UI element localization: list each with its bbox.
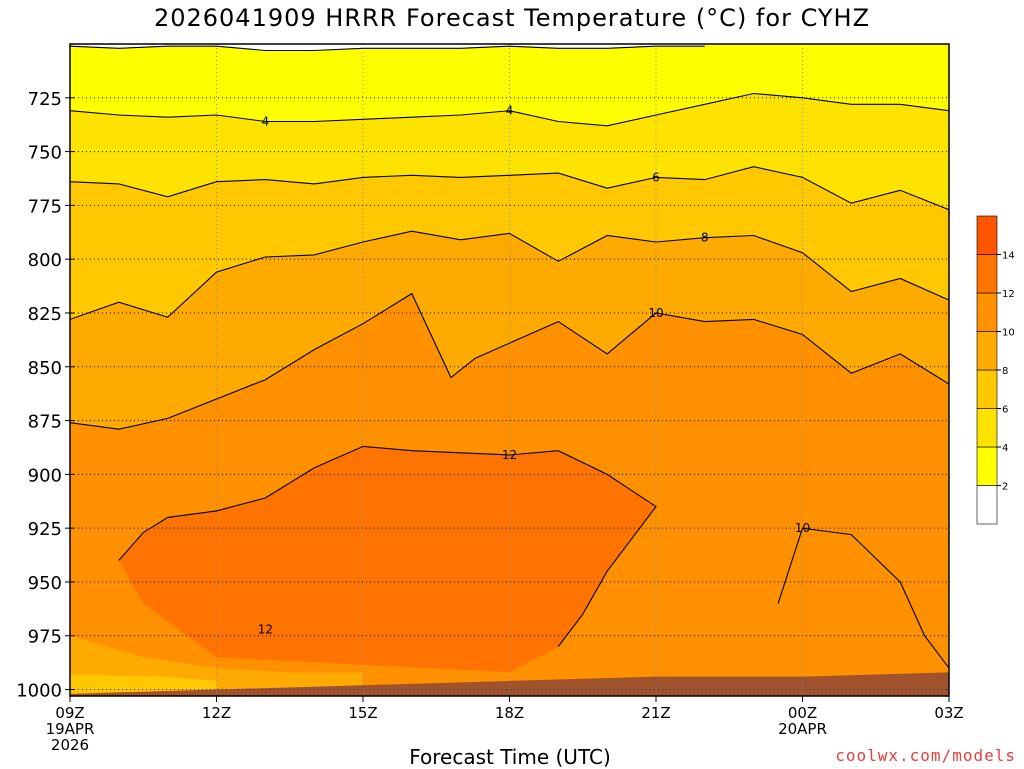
- x-tick-sublabel: 2026: [51, 736, 89, 754]
- contour-label: 8: [701, 231, 709, 245]
- contour-label: 10: [795, 521, 810, 535]
- y-tick-label: 900: [28, 465, 62, 486]
- y-tick-label: 1000: [16, 681, 62, 702]
- y-tick-label: 975: [28, 627, 62, 648]
- contour-line-10: [70, 292, 949, 430]
- x-tick-label: 21Z: [641, 704, 670, 722]
- contour-label: 4: [262, 114, 270, 128]
- colorbar-tick-label: 12: [1002, 289, 1015, 300]
- x-tick-label: 12Z: [202, 704, 231, 722]
- contour-line-6: [70, 166, 949, 211]
- y-tick-label: 850: [28, 358, 62, 379]
- contour-label: 12: [502, 448, 517, 462]
- x-tick-label: 03Z: [934, 704, 963, 722]
- contour-label: 12: [258, 622, 273, 636]
- x-axis-label: Forecast Time (UTC): [409, 745, 611, 769]
- colorbar-segment: [976, 408, 998, 448]
- colorbar-segment: [976, 485, 998, 525]
- y-tick-label: 775: [28, 196, 62, 217]
- y-tick-label: 725: [28, 89, 62, 110]
- colorbar-tick-label: 6: [1002, 405, 1008, 416]
- colorbar-tick-label: 2: [1002, 482, 1008, 493]
- contour-label: 4: [506, 104, 514, 118]
- y-tick-label: 875: [28, 412, 62, 433]
- chart-title: 2026041909 HRRR Forecast Temperature (°C…: [153, 4, 871, 32]
- contour-line-10: [777, 527, 949, 669]
- y-tick-label: 800: [28, 250, 62, 271]
- x-tick-sublabel: 19APR: [46, 720, 95, 738]
- x-tick-label: 15Z: [348, 704, 377, 722]
- contour-label: 6: [652, 170, 660, 184]
- colorbar-tick-label: 8: [1002, 366, 1008, 377]
- x-tick-label: 09Z: [55, 704, 84, 722]
- fill-band-below-2: [70, 44, 705, 51]
- contour-line-4: [70, 92, 949, 127]
- fill-band-10-12-lower: [753, 528, 949, 696]
- colorbar-tick-label: 10: [1002, 328, 1015, 339]
- colorbar: 2 4 6 8 10 12 14: [976, 215, 1015, 525]
- colorbar-segment: [976, 446, 998, 486]
- x-tick-label: 00Z: [788, 704, 817, 722]
- credit-link[interactable]: coolwx.com/models: [835, 746, 1016, 765]
- colorbar-tick-label: 14: [1002, 251, 1015, 262]
- grid-lines: [70, 44, 949, 696]
- colorbar-segment: [976, 254, 998, 294]
- y-tick-label: 950: [28, 573, 62, 594]
- colorbar-segment: [976, 215, 998, 255]
- x-tick-label: 18Z: [495, 704, 524, 722]
- contour-label: 10: [648, 306, 663, 320]
- contour-labels: 4 4 6 8 10 12 12 10: [258, 104, 810, 637]
- colorbar-tick-label: 4: [1002, 443, 1008, 454]
- temperature-fills: [70, 44, 949, 696]
- contour-lines: [70, 45, 949, 669]
- colorbar-segment: [976, 331, 998, 371]
- contour-line-12: [118, 445, 657, 647]
- contour-line-2: [70, 45, 705, 52]
- colorbar-segment: [976, 369, 998, 409]
- y-axis: 725 750 775 800 825 850 875 900 925 950 975 1000: [16, 89, 75, 702]
- fill-band-12-14-pocket: [118, 446, 657, 673]
- y-tick-label: 750: [28, 143, 62, 164]
- colorbar-segment: [976, 292, 998, 332]
- contour-line-8: [70, 230, 949, 320]
- y-tick-label: 925: [28, 519, 62, 540]
- x-tick-sublabel: 20APR: [778, 720, 827, 738]
- y-tick-label: 825: [28, 304, 62, 325]
